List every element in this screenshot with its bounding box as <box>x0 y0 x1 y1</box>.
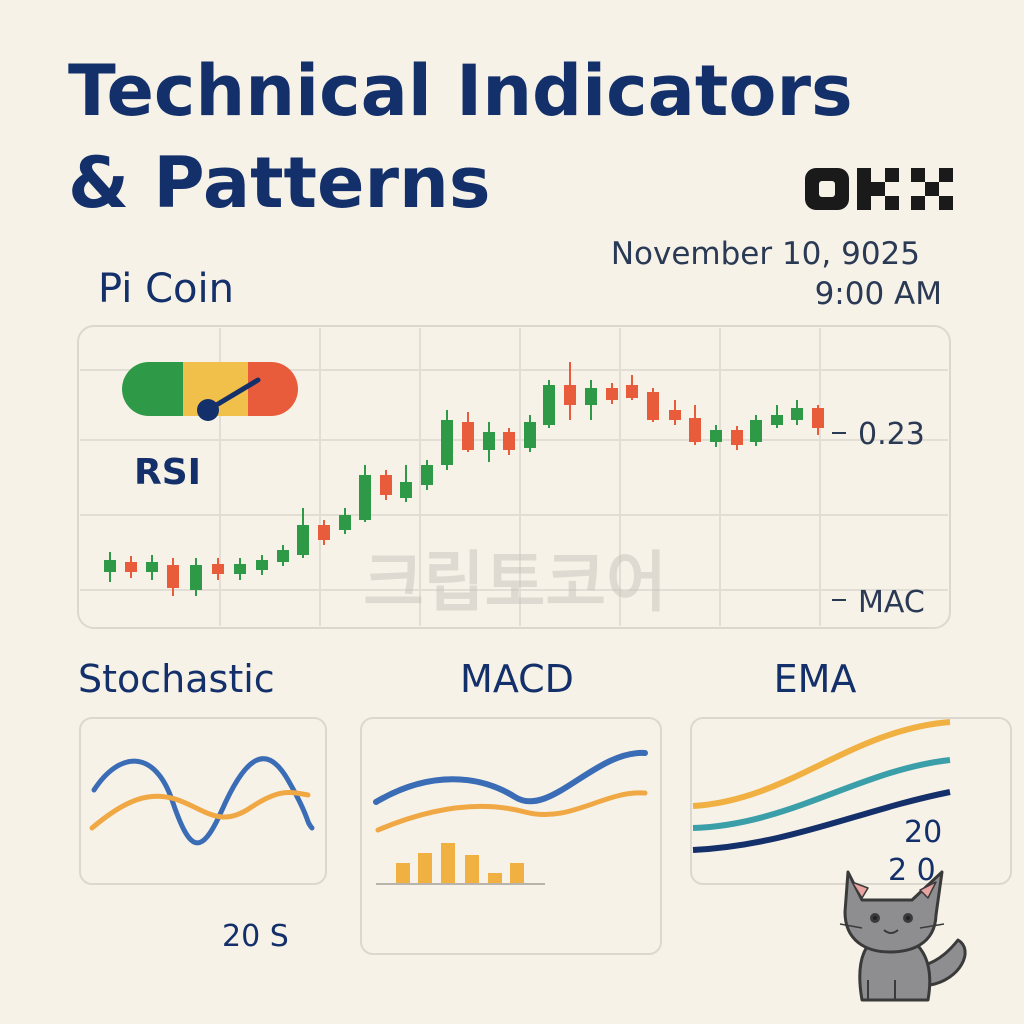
panel-label: 20 S <box>222 919 289 954</box>
cat-mascot <box>839 870 967 1002</box>
macd-panel <box>360 717 662 955</box>
price-label: 0.23 <box>858 417 925 452</box>
watermark: 크립토코어 <box>363 544 667 621</box>
ema-panel <box>690 717 1012 885</box>
panel-label: 2 0 <box>888 853 936 888</box>
title-line: Technical Indicators <box>68 50 853 132</box>
panel-title: MACD <box>460 657 574 701</box>
panel-label: 20 <box>904 815 942 850</box>
coin-name: Pi Coin <box>98 266 234 312</box>
time: 9:00 AM <box>815 276 942 312</box>
date: November 10, 9025 <box>611 236 920 272</box>
indicator-label: MAC <box>858 585 925 620</box>
candle-bodies-red <box>125 385 824 588</box>
stochastic-panel <box>79 717 327 885</box>
logo <box>805 168 953 210</box>
gauge-label: RSI <box>134 452 201 493</box>
panel-title: Stochastic <box>78 657 275 701</box>
main-chart: 크립토코어 RSI 0.23 MAC <box>77 325 951 629</box>
panel-title: EMA <box>774 657 857 701</box>
candle-bodies-green <box>104 385 803 590</box>
rsi-gauge <box>122 362 298 421</box>
title-line: & Patterns <box>68 142 491 224</box>
